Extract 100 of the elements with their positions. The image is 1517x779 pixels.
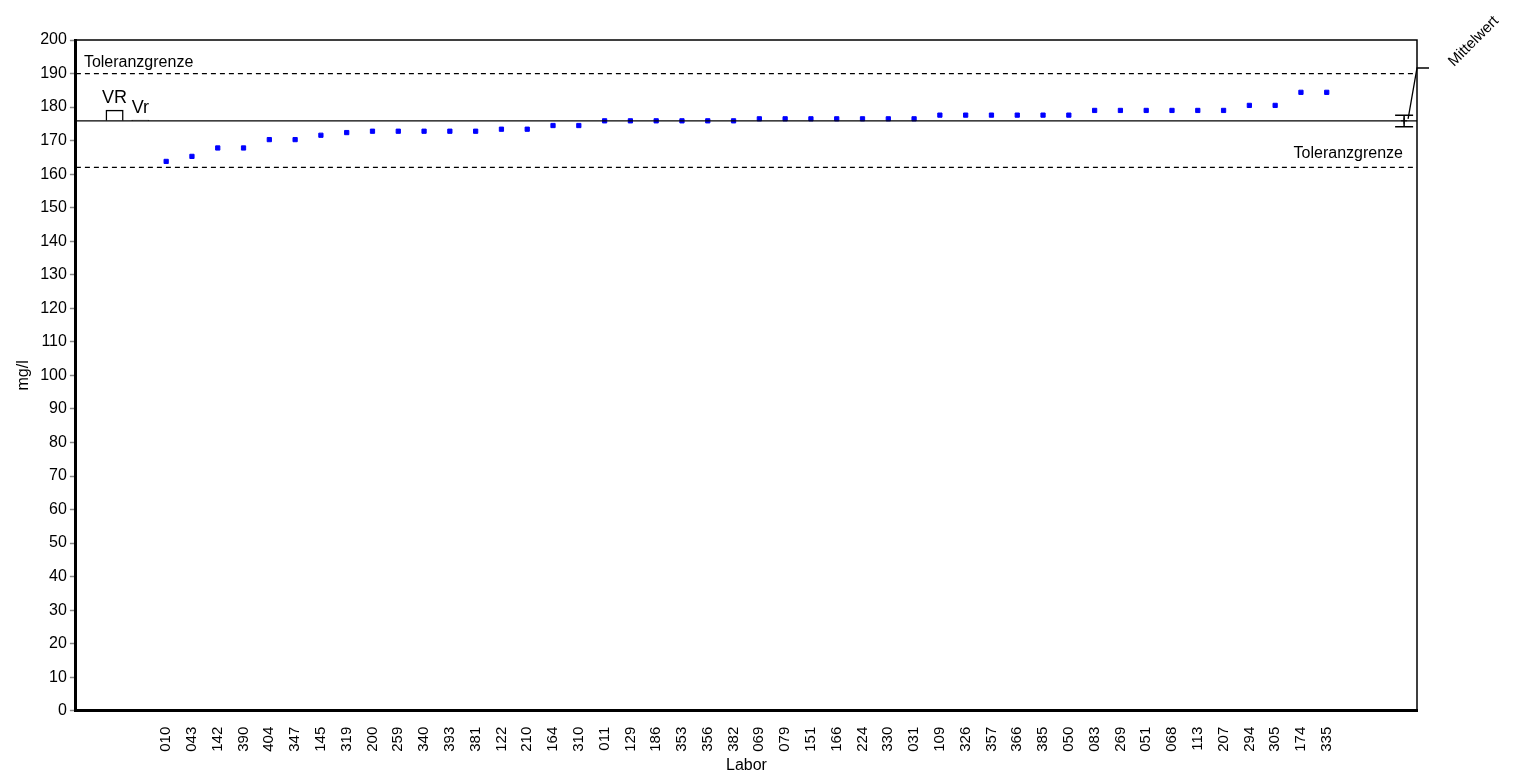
x-tick-label: 010: [156, 726, 174, 752]
ref-line-label: Toleranzgrenze: [83, 52, 194, 70]
x-tick-label: 381: [465, 726, 483, 752]
x-tick-label: 079: [775, 726, 793, 752]
point: [1040, 112, 1046, 118]
y-tick-label: 30: [49, 600, 67, 618]
point: [447, 128, 453, 134]
point: [550, 122, 556, 129]
y-tick-label: 130: [40, 265, 67, 283]
point: [266, 136, 272, 143]
x-tick-label: 207: [1213, 726, 1231, 752]
x-tick-label: 326: [955, 726, 973, 752]
point: [421, 128, 427, 134]
x-tick-label: 200: [362, 726, 380, 752]
x-tick-label: 385: [1033, 726, 1051, 752]
point: [1092, 107, 1098, 114]
x-tick-label: 164: [543, 726, 561, 752]
y-tick-label: 200: [40, 30, 67, 48]
x-tick-label: 340: [414, 726, 432, 752]
y-tick-label: 0: [57, 701, 67, 719]
ref-line-label: Toleranzgrenze: [1293, 143, 1404, 161]
y-tick-label: 20: [49, 634, 67, 652]
x-tick-label: 068: [1162, 726, 1180, 752]
x-tick-label: 083: [1084, 726, 1102, 752]
x-tick-label: 366: [1007, 726, 1025, 752]
y-tick-label: 170: [40, 131, 67, 149]
x-tick-label: 356: [697, 726, 715, 752]
x-tick-label: 294: [1239, 726, 1257, 752]
x-tick-label: 145: [311, 726, 329, 752]
x-tick-label: 122: [491, 726, 509, 752]
x-tick-label: 129: [620, 726, 638, 752]
x-tick-label: 043: [182, 726, 200, 752]
point: [344, 129, 350, 136]
x-axis-title: Labor: [725, 755, 768, 773]
point: [963, 112, 969, 118]
y-tick-label: 40: [49, 567, 67, 585]
point: [1014, 112, 1020, 118]
point: [1324, 89, 1330, 95]
x-tick-label: 305: [1265, 726, 1283, 752]
x-tick-label: 113: [1187, 726, 1205, 751]
y-tick-label: 80: [49, 432, 67, 450]
point: [369, 128, 376, 134]
y-axis-title: mg/l: [14, 360, 32, 391]
point: [473, 128, 479, 134]
point: [1298, 89, 1304, 95]
point: [1246, 102, 1252, 109]
point: [1117, 107, 1124, 114]
point: [395, 128, 401, 134]
y-tick-label: 150: [40, 198, 67, 216]
series-label: VR: [102, 86, 128, 107]
y-tick-label: 120: [40, 298, 67, 316]
series-label: Vr: [131, 96, 150, 117]
point: [1220, 107, 1227, 114]
x-tick-label: 069: [749, 726, 767, 752]
point: [498, 126, 505, 132]
y-tick-label: 90: [49, 399, 67, 417]
point: [292, 136, 298, 143]
y-tick-label: 110: [41, 332, 67, 350]
x-tick-label: 269: [1110, 726, 1128, 752]
y-tick-label: 140: [40, 231, 67, 249]
y-tick-label: 160: [40, 164, 67, 182]
x-tick-label: 224: [852, 726, 870, 752]
point: [189, 153, 195, 159]
point: [937, 112, 943, 118]
point: [215, 145, 221, 151]
x-tick-label: 166: [826, 726, 844, 752]
point: [1143, 107, 1149, 114]
x-tick-label: 210: [517, 726, 535, 752]
x-tick-label: 347: [285, 726, 303, 752]
y-tick-label: 100: [40, 365, 67, 383]
y-tick-label: 10: [49, 667, 67, 685]
y-tick-label: 180: [40, 97, 67, 115]
x-tick-label: 357: [981, 726, 999, 752]
point: [1272, 102, 1278, 109]
point: [1169, 107, 1175, 114]
x-tick-label: 310: [568, 726, 586, 752]
x-tick-label: 142: [207, 726, 225, 752]
y-tick-label: 60: [49, 499, 67, 517]
x-tick-label: 174: [1291, 726, 1309, 752]
x-tick-label: 330: [878, 726, 896, 752]
x-tick-label: 259: [388, 726, 406, 752]
point: [318, 132, 324, 138]
x-tick-label: 031: [904, 726, 922, 752]
x-tick-label: 051: [1136, 726, 1154, 752]
y-tick-label: 50: [49, 533, 67, 551]
x-tick-label: 011: [594, 726, 612, 751]
point: [240, 145, 247, 151]
x-tick-label: 404: [259, 726, 277, 752]
x-tick-label: 151: [801, 726, 819, 752]
point: [1195, 107, 1201, 114]
point: [163, 158, 169, 165]
point: [988, 112, 995, 118]
x-tick-label: 050: [1058, 726, 1076, 752]
y-tick-label: 190: [40, 63, 67, 81]
point: [1066, 112, 1072, 118]
x-tick-label: 382: [723, 726, 741, 752]
point: [524, 126, 530, 132]
x-tick-label: 335: [1316, 726, 1334, 752]
x-tick-label: 109: [930, 726, 948, 752]
x-tick-label: 390: [233, 726, 251, 752]
